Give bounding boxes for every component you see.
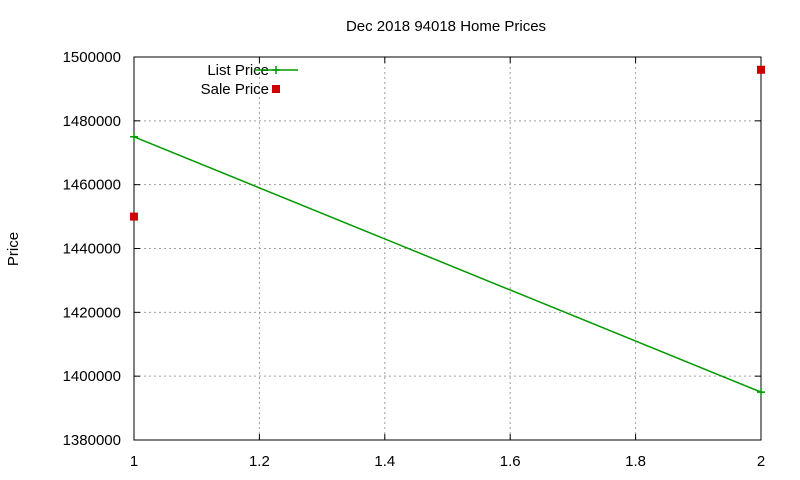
y-tick-label: 1400000: [63, 368, 121, 385]
series-line: [133, 136, 762, 393]
x-tick-label: 1.2: [249, 453, 270, 470]
data-point: [130, 132, 138, 141]
legend-marker: [272, 85, 280, 93]
x-tick-label: 2: [757, 453, 765, 470]
y-tick-label: 1480000: [63, 113, 121, 130]
data-point: [757, 65, 765, 74]
y-tick-label: 1460000: [63, 177, 121, 194]
y-tick-label: 1380000: [63, 432, 121, 449]
grid: [134, 57, 761, 440]
legend: List Price Sale Price: [201, 62, 298, 98]
y-tick-label: 1440000: [63, 241, 121, 258]
legend-label: List Price: [207, 62, 269, 79]
x-tick-label: 1.4: [374, 453, 395, 470]
x-tick-label: 1: [130, 453, 138, 470]
chart-title: Dec 2018 94018 Home Prices: [346, 18, 546, 35]
data-point: [130, 212, 138, 221]
series-layer: [130, 65, 765, 397]
y-tick-label: 1500000: [63, 49, 121, 66]
legend-marker: [272, 66, 280, 74]
data-point: [757, 388, 765, 397]
legend-label: Sale Price: [201, 81, 269, 98]
series-list-price: [130, 132, 765, 397]
axis-ticks: 1 1.2 1.4 1.6 1.8 2 1380000 1400000 1420000 14400…: [63, 49, 766, 470]
series-sale-price: [130, 65, 765, 221]
y-tick-label: 1420000: [63, 304, 121, 321]
x-tick-label: 1.6: [500, 453, 521, 470]
y-axis-label: Price: [5, 232, 22, 266]
plot-frame: [133, 56, 762, 441]
x-tick-label: 1.8: [625, 453, 646, 470]
